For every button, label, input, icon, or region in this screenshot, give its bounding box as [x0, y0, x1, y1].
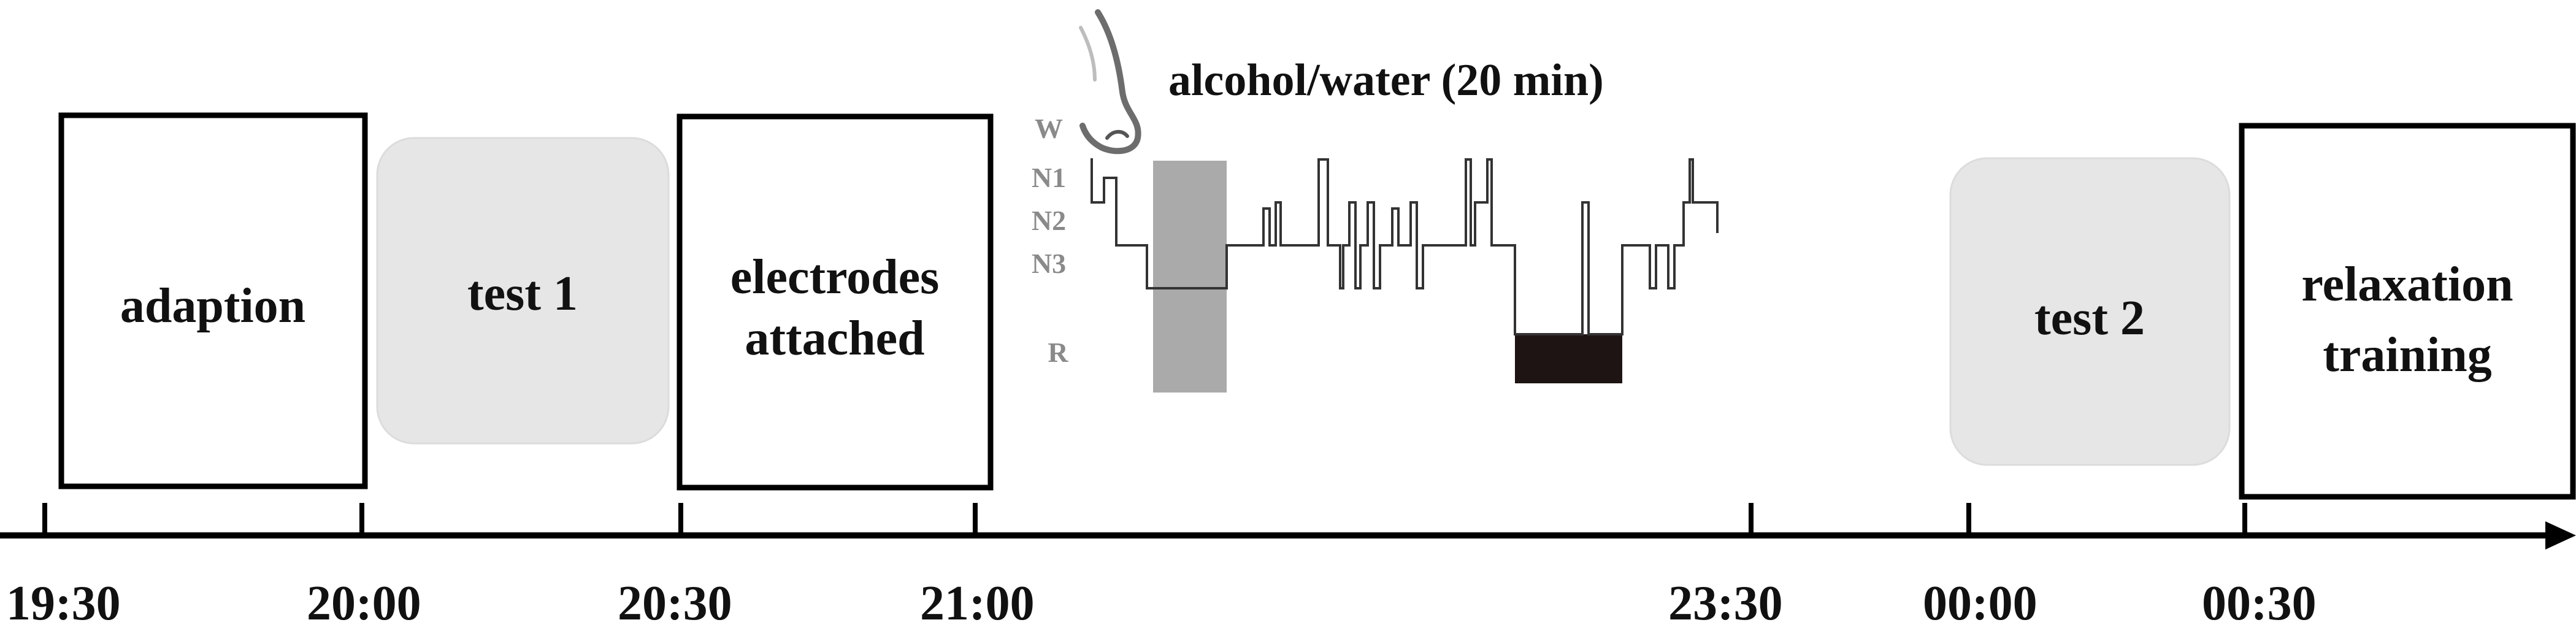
session-label-line-1: electrodes: [730, 250, 940, 304]
stage-label-n1: N1: [1032, 162, 1066, 193]
session-test-1: test 1: [376, 137, 670, 445]
session-box: [376, 137, 670, 445]
stage-label-n2: N2: [1032, 205, 1066, 236]
hypnogram-shaded-block: [1153, 161, 1227, 393]
time-label-2330: 23:30: [1668, 577, 1783, 630]
time-label-0030: 00:30: [2202, 577, 2317, 630]
session-label-line-1: relaxation: [2301, 258, 2513, 312]
session-box: [1949, 157, 2231, 466]
time-label-1930: 19:30: [6, 577, 121, 630]
hypnogram: [1091, 158, 1719, 393]
session-label: test 1: [467, 267, 578, 321]
stage-label-r: R: [1048, 337, 1068, 368]
session-box: [58, 112, 368, 489]
time-label-2030: 20:30: [618, 577, 732, 630]
session-label: test 2: [2034, 291, 2145, 345]
session-test-2: test 2: [1949, 157, 2231, 466]
session-relaxation-training: relaxation training: [2239, 123, 2576, 500]
timeline-axis: [0, 503, 2576, 550]
session-box: [2239, 123, 2576, 500]
condition-label: alcohol/water (20 min): [1168, 55, 1604, 105]
time-label-2100: 21:00: [920, 577, 1035, 630]
session-label-line-2: attached: [745, 312, 924, 366]
hypnogram-rem-block: [1515, 334, 1622, 383]
session-box: [677, 113, 994, 491]
stage-label-w: W: [1035, 113, 1063, 144]
stage-label-n3: N3: [1032, 248, 1066, 279]
time-label-2000: 20:00: [307, 577, 421, 630]
session-adaption: adaption: [58, 112, 368, 489]
hypnogram-trace: [1091, 158, 1719, 335]
timeline-arrowhead: [2545, 521, 2576, 550]
time-label-0000: 00:00: [1923, 577, 2037, 630]
hypnogram-stage-labels: W N1 N2 N3 R: [1032, 113, 1069, 368]
session-electrodes-attached: electrodes attached: [677, 113, 994, 491]
timeline-labels: 19:30 20:00 20:30 21:00 23:30 00:00 00:3…: [6, 577, 2317, 630]
session-label: adaption: [120, 279, 305, 333]
session-label-line-2: training: [2323, 328, 2492, 382]
nose-icon: [1079, 9, 1141, 155]
